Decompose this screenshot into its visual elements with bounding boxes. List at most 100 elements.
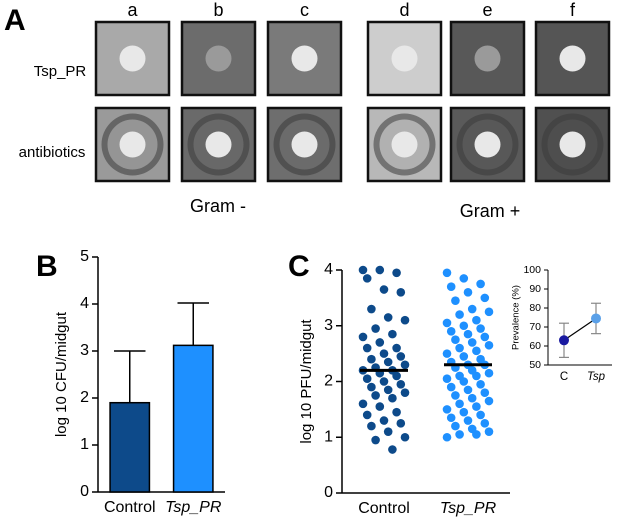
dot xyxy=(358,332,368,342)
dot xyxy=(379,377,389,386)
dot xyxy=(455,430,464,439)
dot xyxy=(476,324,485,333)
dot xyxy=(480,419,490,428)
dot xyxy=(400,388,410,397)
dot xyxy=(392,371,401,381)
dot xyxy=(484,427,494,436)
dot xyxy=(379,416,389,425)
dot xyxy=(472,346,481,356)
dot xyxy=(371,435,380,445)
dot xyxy=(463,288,473,297)
y-tick-label: 3 xyxy=(80,342,89,359)
dot xyxy=(467,338,477,347)
y-tick-label: 5 xyxy=(80,248,89,265)
y-axis-label: log 10 CFU/midgut xyxy=(53,311,70,437)
dot xyxy=(484,396,494,406)
dot xyxy=(367,382,376,392)
dot xyxy=(388,445,397,454)
dot xyxy=(459,352,469,361)
y-tick-label: 2 xyxy=(80,389,89,406)
dot xyxy=(392,343,401,353)
bar xyxy=(172,344,214,493)
y-tick-label: 60 xyxy=(529,340,541,352)
y-tick-label: 0 xyxy=(324,484,333,501)
dot xyxy=(484,368,494,378)
dot xyxy=(388,329,397,339)
disc xyxy=(391,131,418,158)
dot xyxy=(476,279,485,289)
dot xyxy=(459,377,469,386)
column-label: e xyxy=(482,0,492,20)
dot xyxy=(367,354,376,364)
group-label: Gram - xyxy=(190,196,246,216)
group-label: Gram + xyxy=(460,201,521,221)
disc xyxy=(205,131,232,158)
dot xyxy=(476,379,485,389)
dot xyxy=(383,427,393,436)
panel-label: C xyxy=(288,250,310,283)
disc xyxy=(559,45,586,72)
dot xyxy=(446,327,456,336)
y-tick-label: 100 xyxy=(523,264,541,276)
dot xyxy=(362,410,372,420)
dot xyxy=(396,288,406,297)
y-axis-label: log 10 PFU/midgut xyxy=(298,319,315,444)
y-axis-label: Prevalence (%) xyxy=(511,285,522,350)
dot xyxy=(455,310,464,319)
x-tick-label: Control xyxy=(104,499,156,516)
dot xyxy=(442,349,452,358)
x-tick-label: Tsp_PR xyxy=(165,499,222,516)
y-tick-label: 4 xyxy=(80,295,89,312)
y-tick-label: 2 xyxy=(324,373,333,390)
dot xyxy=(442,374,452,384)
dot xyxy=(362,274,372,283)
disc xyxy=(559,131,586,158)
panel-label: B xyxy=(36,250,58,283)
column-label: c xyxy=(300,0,309,20)
dot xyxy=(455,399,464,409)
y-tick-label: 4 xyxy=(324,261,333,278)
dot xyxy=(400,360,410,370)
dot xyxy=(400,432,410,442)
dot xyxy=(480,332,490,342)
dot xyxy=(472,371,481,381)
dot xyxy=(388,393,397,403)
y-tick-label: 3 xyxy=(324,317,333,334)
dot xyxy=(392,407,401,417)
dot xyxy=(459,274,469,283)
column-label: b xyxy=(213,0,223,20)
dot xyxy=(455,343,464,353)
dot xyxy=(362,343,372,353)
column-label: f xyxy=(570,0,576,20)
y-tick-label: 1 xyxy=(324,428,333,445)
disc xyxy=(291,45,318,72)
disc xyxy=(291,131,318,158)
x-tick-label: Control xyxy=(358,500,410,517)
dot xyxy=(472,315,481,325)
dot xyxy=(379,285,389,294)
dot xyxy=(459,407,469,417)
dot xyxy=(446,282,456,292)
point xyxy=(559,335,569,346)
dot xyxy=(484,340,494,350)
dot xyxy=(467,304,477,314)
dot xyxy=(383,357,393,367)
dot xyxy=(472,402,481,411)
dot xyxy=(442,268,452,278)
dot xyxy=(484,307,494,317)
x-tick-label: Tsp_PR xyxy=(440,500,497,517)
dot xyxy=(463,385,473,395)
dot xyxy=(446,413,456,423)
dot xyxy=(442,432,452,442)
dot xyxy=(463,416,473,425)
column-label: a xyxy=(127,0,138,20)
dot xyxy=(367,304,376,314)
dot xyxy=(358,265,368,275)
bar xyxy=(109,401,151,493)
point xyxy=(591,313,601,324)
dot xyxy=(476,410,485,420)
dot xyxy=(480,388,490,397)
y-tick-label: 80 xyxy=(529,302,541,314)
dot xyxy=(375,265,385,275)
dot xyxy=(446,382,456,392)
